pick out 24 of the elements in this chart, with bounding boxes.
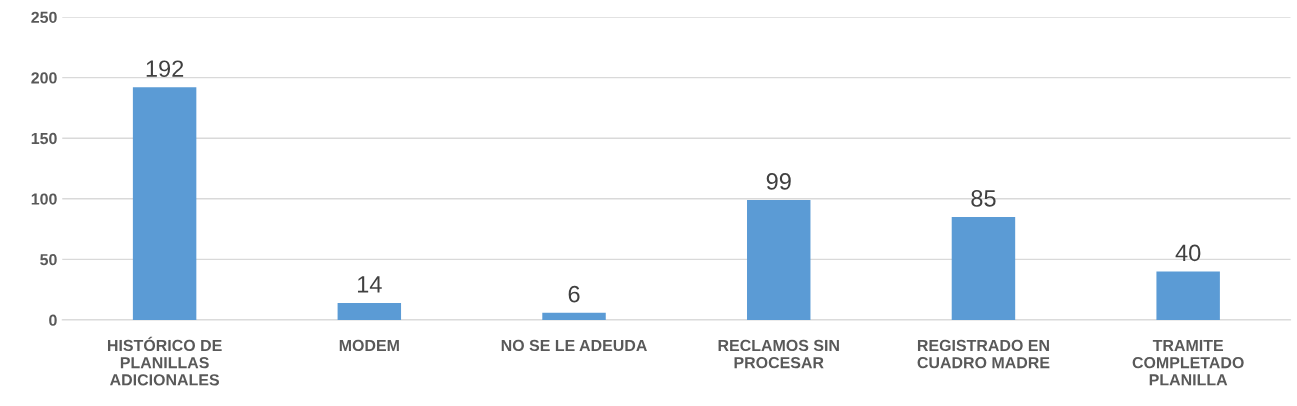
- bar: [1156, 271, 1220, 320]
- bar: [747, 199, 811, 320]
- y-tick-label: 200: [31, 72, 57, 84]
- data-label: 99: [766, 173, 791, 190]
- data-label: 192: [146, 60, 184, 78]
- bar: [132, 87, 197, 320]
- y-tick-label: 100: [31, 193, 57, 205]
- x-tick-label: TRAMITE COMPLETADO PLANILLA: [1132, 339, 1244, 386]
- data-label: 85: [971, 190, 996, 207]
- y-tick-label: 0: [49, 314, 57, 326]
- x-tick-label: REGISTRADO EN CUADRO MADRE: [917, 339, 1050, 369]
- x-tick-label: NO SE LE ADEUDA: [501, 339, 647, 352]
- bar: [951, 216, 1016, 320]
- y-tick-label: 150: [31, 132, 57, 145]
- x-tick-label: RECLAMOS SIN PROCESAR: [718, 339, 839, 369]
- bar: [542, 312, 606, 320]
- x-tick-label: MODEM: [339, 339, 399, 352]
- data-label: 40: [1175, 244, 1201, 262]
- data-label: 14: [357, 276, 382, 293]
- data-label: 6: [568, 285, 580, 303]
- y-tick-label: 250: [31, 11, 57, 23]
- bar: [337, 302, 402, 320]
- y-tick-label: 50: [40, 253, 57, 266]
- x-tick-label: HISTÓRICO DE PLANILLAS ADICIONALES: [108, 336, 222, 386]
